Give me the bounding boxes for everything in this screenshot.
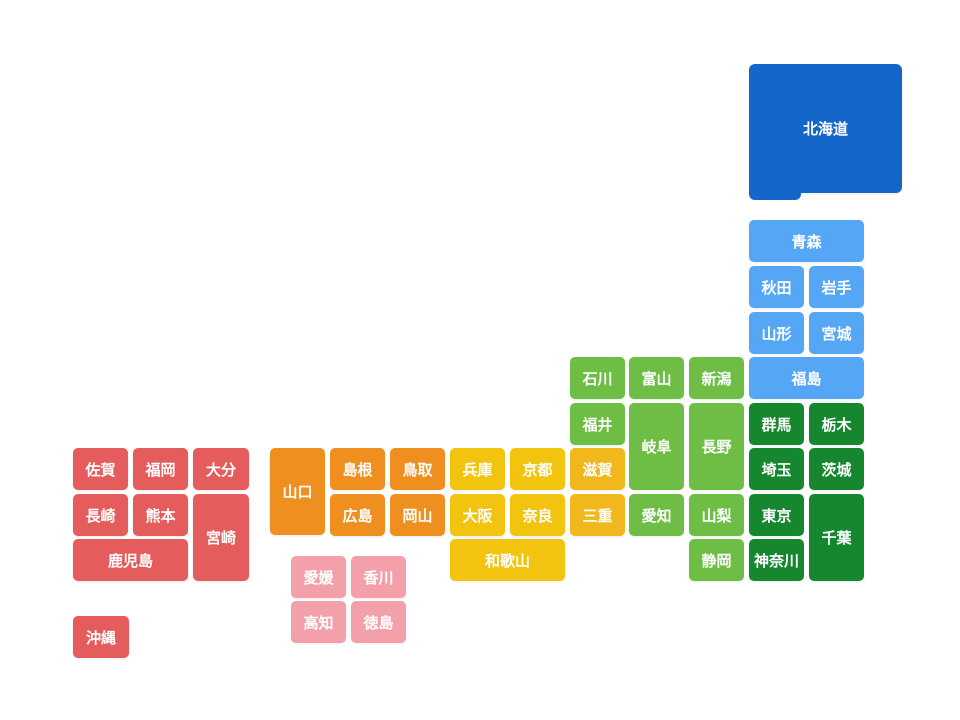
pref-mie[interactable]: 三重: [570, 494, 625, 536]
pref-ishikawa[interactable]: 石川: [570, 357, 625, 399]
pref-tokyo[interactable]: 東京: [749, 494, 804, 536]
pref-kanagawa[interactable]: 神奈川: [749, 539, 804, 581]
pref-aichi[interactable]: 愛知: [629, 494, 684, 536]
pref-yamaguchi[interactable]: 山口: [270, 448, 325, 535]
pref-hokkaido-notch: [749, 186, 801, 200]
pref-aomori[interactable]: 青森: [749, 220, 864, 262]
pref-hiroshima[interactable]: 広島: [330, 494, 385, 536]
pref-saga[interactable]: 佐賀: [73, 448, 128, 490]
pref-okayama[interactable]: 岡山: [390, 494, 445, 536]
pref-fukuoka[interactable]: 福岡: [133, 448, 188, 490]
pref-miyazaki[interactable]: 宮崎: [193, 494, 249, 581]
pref-niigata[interactable]: 新潟: [689, 357, 744, 399]
pref-toyama[interactable]: 富山: [629, 357, 684, 399]
pref-nagasaki[interactable]: 長崎: [73, 494, 128, 536]
pref-hyogo[interactable]: 兵庫: [450, 448, 505, 490]
pref-osaka[interactable]: 大阪: [450, 494, 505, 536]
pref-shimane[interactable]: 島根: [330, 448, 385, 490]
pref-yamagata[interactable]: 山形: [749, 312, 804, 354]
pref-oita[interactable]: 大分: [193, 448, 249, 490]
pref-fukushima[interactable]: 福島: [749, 357, 864, 399]
pref-kochi[interactable]: 高知: [291, 601, 346, 643]
pref-ehime[interactable]: 愛媛: [291, 556, 346, 598]
pref-kagawa[interactable]: 香川: [351, 556, 406, 598]
pref-tokushima[interactable]: 徳島: [351, 601, 406, 643]
pref-miyagi[interactable]: 宮城: [809, 312, 864, 354]
pref-nara[interactable]: 奈良: [510, 494, 565, 536]
pref-hokkaido[interactable]: 北海道: [749, 64, 902, 193]
pref-fukui[interactable]: 福井: [570, 403, 625, 445]
pref-iwate[interactable]: 岩手: [809, 266, 864, 308]
pref-ibaraki[interactable]: 茨城: [809, 448, 864, 490]
pref-shiga[interactable]: 滋賀: [570, 448, 625, 490]
pref-nagano[interactable]: 長野: [689, 403, 744, 490]
pref-tottori[interactable]: 鳥取: [390, 448, 445, 490]
pref-tochigi[interactable]: 栃木: [809, 403, 864, 445]
pref-gunma[interactable]: 群馬: [749, 403, 804, 445]
pref-kyoto[interactable]: 京都: [510, 448, 565, 490]
pref-saitama[interactable]: 埼玉: [749, 448, 804, 490]
pref-akita[interactable]: 秋田: [749, 266, 804, 308]
pref-kumamoto[interactable]: 熊本: [133, 494, 188, 536]
pref-okinawa[interactable]: 沖縄: [73, 616, 129, 658]
pref-shizuoka[interactable]: 静岡: [689, 539, 744, 581]
pref-wakayama[interactable]: 和歌山: [450, 539, 565, 581]
pref-gifu[interactable]: 岐阜: [629, 403, 684, 490]
pref-chiba[interactable]: 千葉: [809, 494, 864, 581]
pref-yamanashi[interactable]: 山梨: [689, 494, 744, 536]
pref-kagoshima[interactable]: 鹿児島: [73, 539, 188, 581]
